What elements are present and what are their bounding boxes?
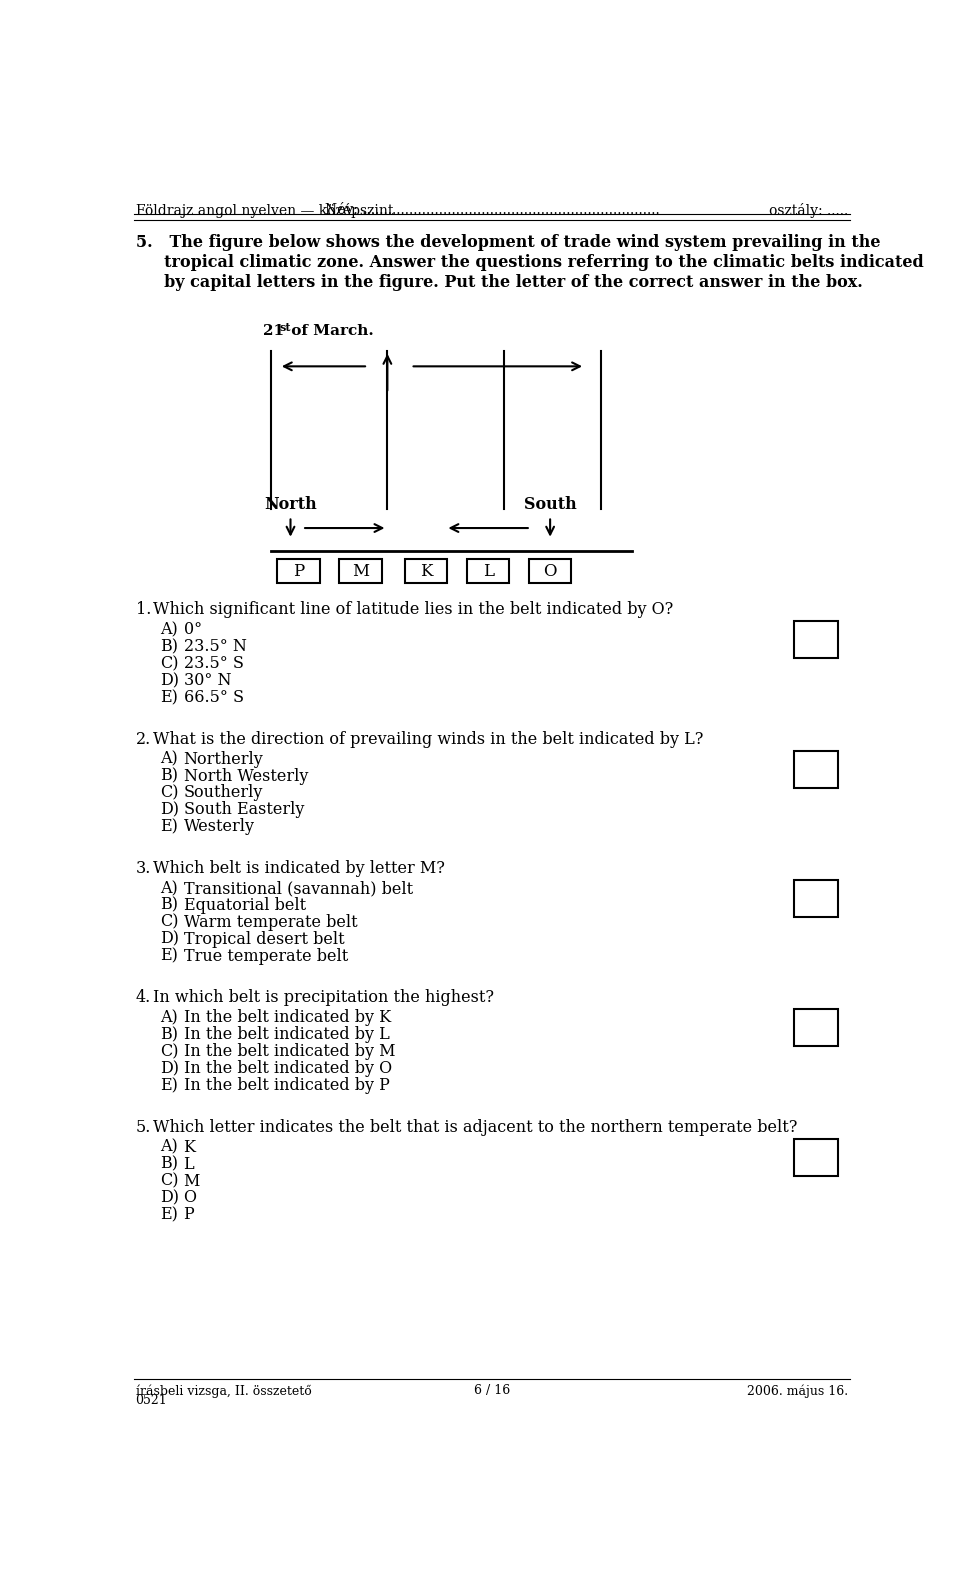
- Bar: [529, 558, 571, 583]
- Text: 0521: 0521: [135, 1394, 167, 1407]
- Text: E): E): [160, 689, 179, 706]
- Text: tropical climatic zone. Answer the questions referring to the climatic belts ind: tropical climatic zone. Answer the quest…: [135, 254, 924, 271]
- Text: P: P: [293, 563, 304, 580]
- Text: Transitional (savannah) belt: Transitional (savannah) belt: [183, 880, 413, 897]
- Text: D): D): [160, 672, 180, 689]
- Text: Northerly: Northerly: [183, 751, 263, 768]
- Text: C): C): [160, 1173, 179, 1189]
- Text: E): E): [160, 1206, 179, 1224]
- Text: In the belt indicated by M: In the belt indicated by M: [183, 1042, 396, 1060]
- Text: 4.: 4.: [135, 989, 151, 1006]
- Text: E): E): [160, 948, 179, 965]
- Text: Földrajz angol nyelven — középszint: Földrajz angol nyelven — középszint: [135, 203, 393, 218]
- Text: A): A): [160, 1009, 178, 1027]
- Text: In the belt indicated by P: In the belt indicated by P: [183, 1077, 390, 1094]
- Text: 21: 21: [263, 323, 284, 337]
- Text: Warm temperate belt: Warm temperate belt: [183, 913, 357, 930]
- Text: 23.5° N: 23.5° N: [183, 639, 247, 654]
- Text: A): A): [160, 880, 178, 897]
- Text: True temperate belt: True temperate belt: [183, 948, 348, 965]
- Text: osztály: .....: osztály: .....: [769, 203, 849, 218]
- Text: D): D): [160, 1189, 180, 1206]
- Bar: [405, 558, 447, 583]
- Text: D): D): [160, 801, 180, 818]
- Text: Tropical desert belt: Tropical desert belt: [183, 930, 345, 948]
- Text: C): C): [160, 654, 179, 672]
- Text: South Easterly: South Easterly: [183, 801, 304, 818]
- Text: M: M: [183, 1173, 200, 1189]
- Bar: [276, 558, 320, 583]
- Text: 1.: 1.: [135, 601, 151, 618]
- Text: B): B): [160, 1027, 179, 1044]
- Bar: [467, 558, 510, 583]
- Text: In the belt indicated by O: In the belt indicated by O: [183, 1060, 392, 1077]
- Text: In which belt is precipitation the highest?: In which belt is precipitation the highe…: [153, 989, 493, 1006]
- Text: What is the direction of prevailing winds in the belt indicated by L?: What is the direction of prevailing wind…: [153, 730, 703, 747]
- Text: 5.: 5.: [135, 1118, 151, 1135]
- Bar: [794, 880, 838, 916]
- Text: North: North: [264, 495, 317, 513]
- Text: North Westerly: North Westerly: [183, 768, 308, 784]
- Text: 66.5° S: 66.5° S: [183, 689, 244, 706]
- Text: In the belt indicated by L: In the belt indicated by L: [183, 1027, 390, 1044]
- Text: C): C): [160, 913, 179, 930]
- Text: B): B): [160, 897, 179, 913]
- Text: A): A): [160, 751, 178, 768]
- Text: 23.5° S: 23.5° S: [183, 654, 244, 672]
- Text: by capital letters in the figure. Put the letter of the correct answer in the bo: by capital letters in the figure. Put th…: [135, 274, 862, 290]
- Text: O: O: [183, 1189, 197, 1206]
- Text: L: L: [183, 1156, 194, 1173]
- Text: K: K: [420, 563, 432, 580]
- Text: M: M: [351, 563, 369, 580]
- Text: st: st: [279, 322, 291, 333]
- Text: 30° N: 30° N: [183, 672, 231, 689]
- Bar: [794, 751, 838, 787]
- Text: B): B): [160, 768, 179, 784]
- Text: 0°: 0°: [183, 621, 202, 639]
- Text: L: L: [483, 563, 493, 580]
- Text: P: P: [183, 1206, 194, 1224]
- Text: O: O: [543, 563, 557, 580]
- Text: D): D): [160, 930, 180, 948]
- Bar: [794, 621, 838, 658]
- Text: Which significant line of latitude lies in the belt indicated by O?: Which significant line of latitude lies …: [153, 601, 673, 618]
- Text: In the belt indicated by K: In the belt indicated by K: [183, 1009, 391, 1027]
- Bar: [794, 1009, 838, 1046]
- Text: írásbeli vizsga, II. összetető: írásbeli vizsga, II. összetető: [135, 1385, 311, 1397]
- Text: A): A): [160, 621, 178, 639]
- Text: E): E): [160, 1077, 179, 1094]
- Text: Which letter indicates the belt that is adjacent to the northern temperate belt?: Which letter indicates the belt that is …: [153, 1118, 797, 1135]
- Text: Equatorial belt: Equatorial belt: [183, 897, 305, 913]
- Text: D): D): [160, 1060, 180, 1077]
- Text: A): A): [160, 1139, 178, 1156]
- Text: B): B): [160, 639, 179, 654]
- Bar: [339, 558, 381, 583]
- Text: 6 / 16: 6 / 16: [474, 1385, 510, 1397]
- Text: E): E): [160, 818, 179, 836]
- Text: Which belt is indicated by letter M?: Which belt is indicated by letter M?: [153, 859, 444, 877]
- Text: C): C): [160, 784, 179, 801]
- Text: South: South: [524, 495, 577, 513]
- Text: 2006. május 16.: 2006. május 16.: [748, 1385, 849, 1397]
- Text: B): B): [160, 1156, 179, 1173]
- Bar: [794, 1139, 838, 1175]
- Text: of March.: of March.: [286, 323, 373, 337]
- Text: 2.: 2.: [135, 730, 151, 747]
- Text: Név: ......................................................................: Név: ...................................…: [324, 203, 660, 218]
- Text: 5.   The figure below shows the development of trade wind system prevailing in t: 5. The figure below shows the developmen…: [135, 233, 880, 251]
- Text: 3.: 3.: [135, 859, 151, 877]
- Text: Westerly: Westerly: [183, 818, 254, 836]
- Text: C): C): [160, 1042, 179, 1060]
- Text: K: K: [183, 1139, 196, 1156]
- Text: Southerly: Southerly: [183, 784, 263, 801]
